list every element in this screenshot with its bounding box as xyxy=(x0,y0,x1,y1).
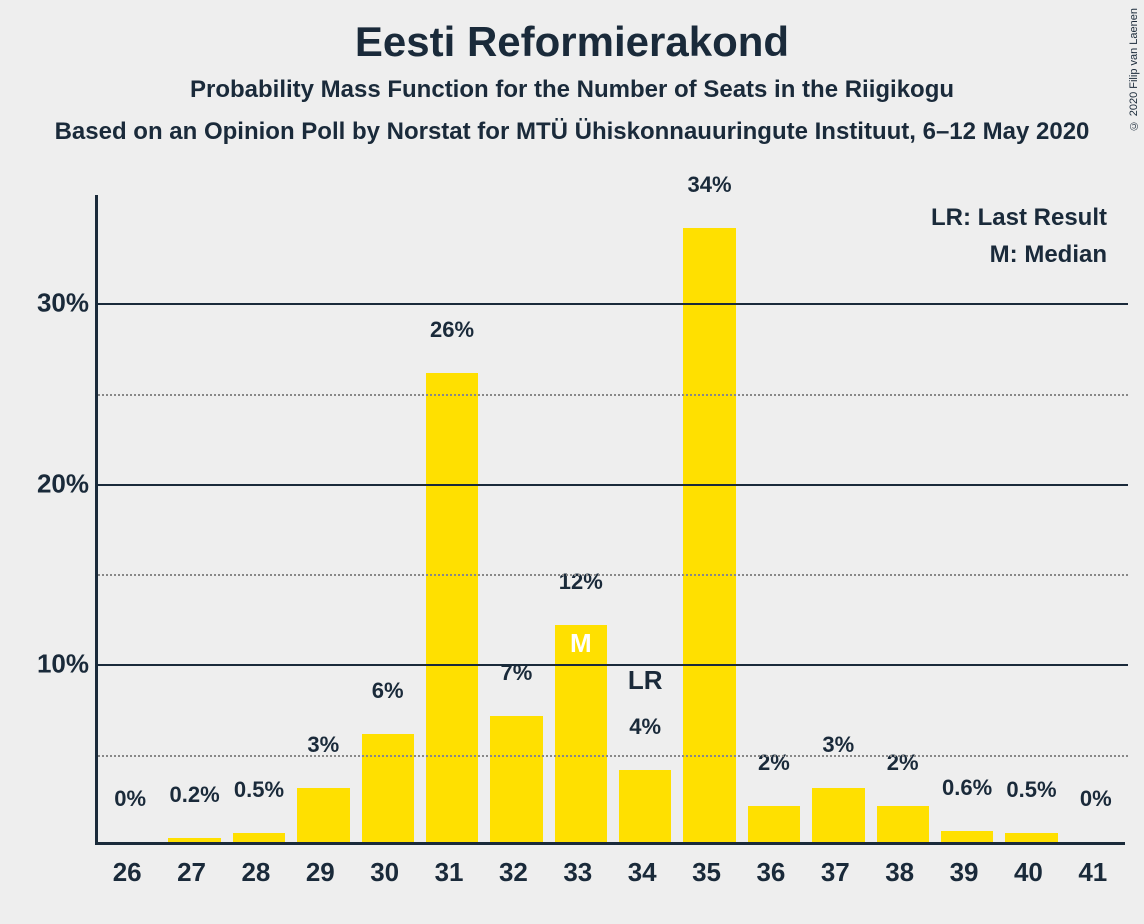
bar-marker: LR xyxy=(628,665,663,696)
bar xyxy=(877,806,929,842)
bar xyxy=(362,734,414,842)
bar xyxy=(812,788,864,842)
grid-line-major xyxy=(98,303,1128,305)
grid-line-minor xyxy=(98,574,1128,576)
x-axis-tick-label: 36 xyxy=(739,857,803,888)
bar-marker: M xyxy=(570,628,592,659)
grid-line-minor xyxy=(98,394,1128,396)
x-axis-tick-label: 39 xyxy=(932,857,996,888)
grid-line-minor xyxy=(98,755,1128,757)
chart-subtitle: Probability Mass Function for the Number… xyxy=(0,76,1144,104)
grid-line-major xyxy=(98,484,1128,486)
bar-value-label: 0.2% xyxy=(169,782,219,808)
bar-value-label: 0.6% xyxy=(942,775,992,801)
bar-value-label: 26% xyxy=(430,317,474,343)
bars-container: 0%0.2%0.5%3%6%26%7%M12%LR4%34%2%3%2%0.6%… xyxy=(98,192,1128,842)
copyright-text: © 2020 Filip van Laenen xyxy=(1128,8,1140,131)
x-axis-tick-label: 27 xyxy=(159,857,223,888)
bar xyxy=(748,806,800,842)
grid-line-major xyxy=(98,664,1128,666)
bar xyxy=(1005,833,1057,842)
bar xyxy=(683,228,735,842)
chart-plot-area: LR: Last Result M: Median 0%0.2%0.5%3%6%… xyxy=(95,195,1125,845)
x-axis-tick-label: 34 xyxy=(610,857,674,888)
bar-value-label: 34% xyxy=(688,172,732,198)
y-axis-tick-label: 10% xyxy=(9,649,89,680)
x-axis-tick-label: 38 xyxy=(868,857,932,888)
x-axis-tick-label: 32 xyxy=(481,857,545,888)
bar-value-label: 0.5% xyxy=(234,777,284,803)
x-axis-tick-label: 40 xyxy=(996,857,1060,888)
bar xyxy=(426,373,478,842)
x-axis-tick-label: 31 xyxy=(417,857,481,888)
x-axis-tick-label: 29 xyxy=(288,857,352,888)
bar xyxy=(619,770,671,842)
bar-value-label: 0.5% xyxy=(1006,777,1056,803)
x-axis-tick-label: 41 xyxy=(1061,857,1125,888)
bar-value-label: 4% xyxy=(629,714,661,740)
x-axis-tick-label: 35 xyxy=(674,857,738,888)
x-axis-tick-label: 28 xyxy=(224,857,288,888)
x-axis-tick-label: 33 xyxy=(546,857,610,888)
bar-value-label: 0% xyxy=(114,786,146,812)
x-axis-tick-label: 37 xyxy=(803,857,867,888)
bar xyxy=(941,831,993,842)
bar xyxy=(168,838,220,842)
bar xyxy=(297,788,349,842)
bar xyxy=(233,833,285,842)
x-axis-tick-label: 30 xyxy=(353,857,417,888)
bar xyxy=(490,716,542,842)
plot-axes: LR: Last Result M: Median 0%0.2%0.5%3%6%… xyxy=(95,195,1125,845)
x-axis-tick-label: 26 xyxy=(95,857,159,888)
bar-value-label: 6% xyxy=(372,678,404,704)
chart-source: Based on an Opinion Poll by Norstat for … xyxy=(0,118,1144,146)
y-axis-tick-label: 20% xyxy=(9,468,89,499)
bar-value-label: 0% xyxy=(1080,786,1112,812)
y-axis-tick-label: 30% xyxy=(9,288,89,319)
chart-title: Eesti Reformierakond xyxy=(0,0,1144,66)
